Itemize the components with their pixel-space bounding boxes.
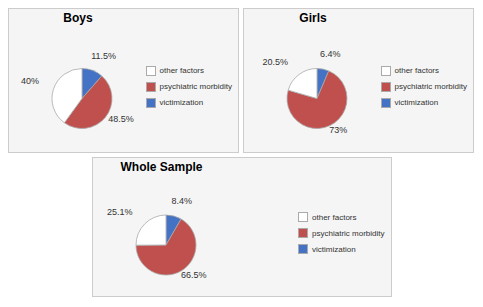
svg-text:66.5%: 66.5% — [181, 270, 207, 280]
html-text:other factors: other factors — [159, 66, 204, 75]
html-text:victimization: victimization — [312, 244, 356, 254]
svg-text:20.5%: 20.5% — [262, 57, 288, 67]
html-text:Boys: Boys — [63, 11, 93, 25]
html-text:Whole Sample: Whole Sample — [120, 160, 203, 174]
html-text:victimization: victimization — [394, 98, 439, 107]
html-text:psychiatric morbidity: psychiatric morbidity — [394, 82, 467, 91]
svg-text:40%: 40% — [21, 76, 39, 86]
svg-text:11.5%: 11.5% — [91, 51, 116, 61]
html-text:other factors: other factors — [312, 212, 357, 222]
svg-text:25.1%: 25.1% — [107, 207, 133, 217]
svg-text:73%: 73% — [329, 125, 347, 135]
html-text:psychiatric morbidity: psychiatric morbidity — [159, 82, 232, 91]
svg-text:8.4%: 8.4% — [171, 196, 192, 206]
html-text:psychiatric morbidity: psychiatric morbidity — [312, 228, 385, 238]
svg-text:48.5%: 48.5% — [108, 114, 134, 124]
svg-text:6.4%: 6.4% — [320, 49, 341, 59]
html-text:victimization: victimization — [159, 98, 204, 107]
html-text:Girls: Girls — [299, 11, 327, 25]
html-text:other factors: other factors — [394, 66, 439, 75]
